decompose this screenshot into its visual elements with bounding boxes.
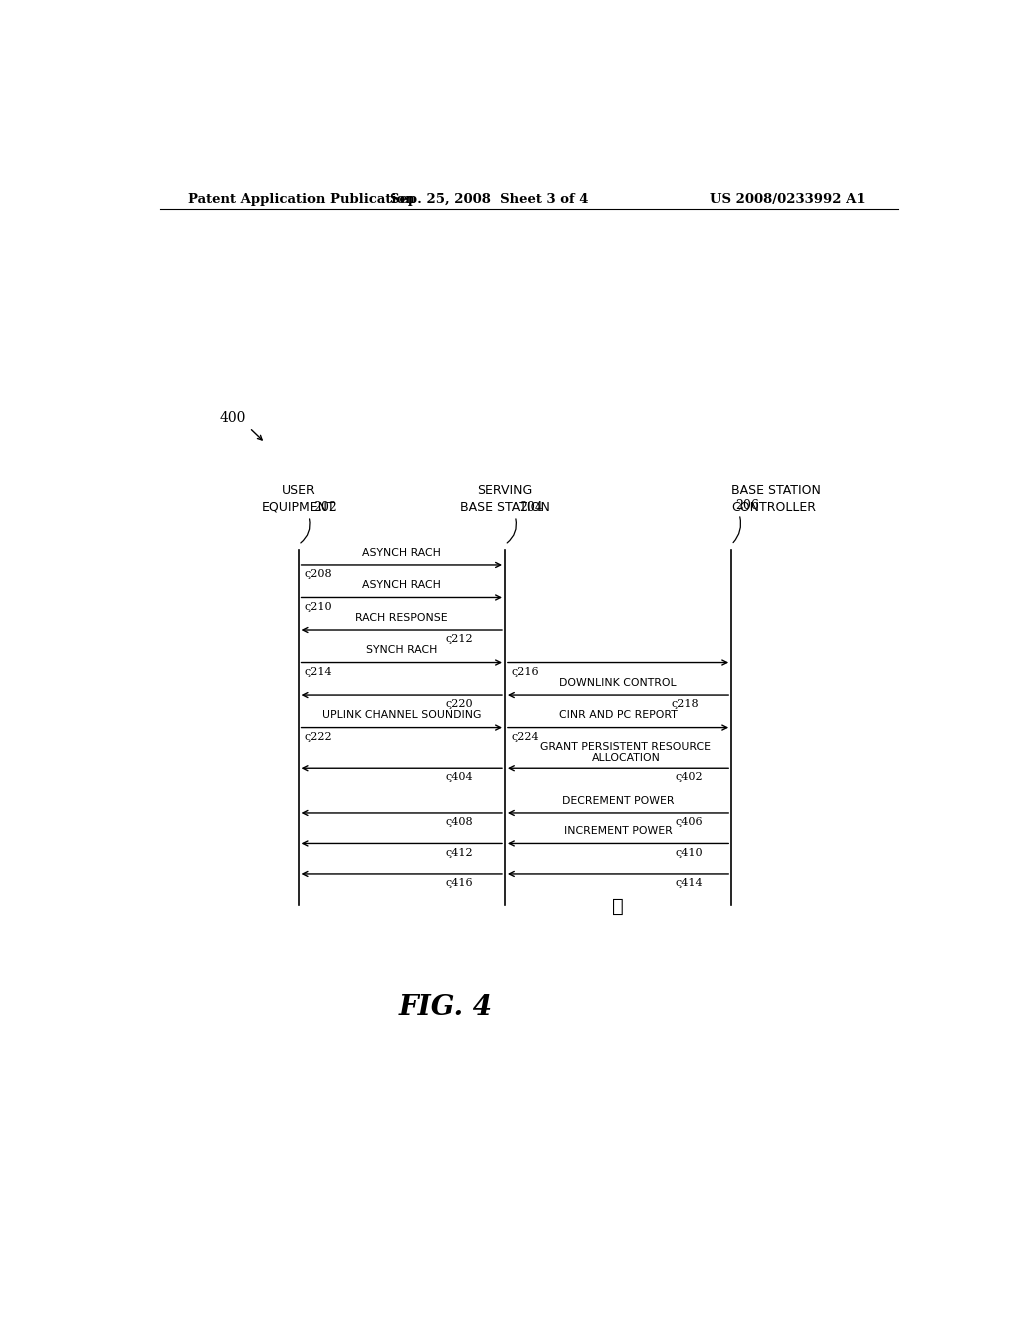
Text: ς224: ς224: [511, 731, 539, 742]
Text: SYNCH RACH: SYNCH RACH: [367, 645, 437, 656]
Text: ς210: ς210: [305, 602, 333, 611]
Text: US 2008/0233992 A1: US 2008/0233992 A1: [711, 193, 866, 206]
Text: ς410: ς410: [676, 847, 703, 858]
Text: ς406: ς406: [676, 817, 703, 828]
Text: DOWNLINK CONTROL: DOWNLINK CONTROL: [559, 678, 677, 688]
Text: Patent Application Publication: Patent Application Publication: [187, 193, 415, 206]
Text: Sep. 25, 2008  Sheet 3 of 4: Sep. 25, 2008 Sheet 3 of 4: [390, 193, 589, 206]
Text: RACH RESPONSE: RACH RESPONSE: [355, 612, 449, 623]
Text: ς216: ς216: [511, 667, 539, 677]
Text: CINR AND PC REPORT: CINR AND PC REPORT: [559, 710, 678, 721]
Text: 206: 206: [735, 499, 759, 512]
Text: USER
EQUIPMENT: USER EQUIPMENT: [262, 483, 336, 513]
Text: GRANT PERSISTENT RESOURCE
ALLOCATION: GRANT PERSISTENT RESOURCE ALLOCATION: [541, 742, 712, 763]
Text: ς214: ς214: [305, 667, 333, 677]
Text: ς208: ς208: [305, 569, 333, 579]
Text: ς218: ς218: [672, 700, 699, 709]
Text: ς412: ς412: [445, 847, 473, 858]
Text: ASYNCH RACH: ASYNCH RACH: [362, 581, 441, 590]
Text: ς414: ς414: [676, 878, 703, 888]
Text: ς404: ς404: [445, 772, 473, 783]
Text: ς402: ς402: [676, 772, 703, 783]
Text: 204: 204: [519, 502, 543, 515]
Text: ς220: ς220: [445, 700, 473, 709]
Text: FIG. 4: FIG. 4: [398, 994, 493, 1020]
Text: ⋮: ⋮: [612, 899, 624, 916]
Text: ς212: ς212: [445, 634, 473, 644]
Text: UPLINK CHANNEL SOUNDING: UPLINK CHANNEL SOUNDING: [323, 710, 481, 721]
Text: INCREMENT POWER: INCREMENT POWER: [563, 826, 673, 837]
Text: SERVING
BASE STATION: SERVING BASE STATION: [460, 483, 550, 513]
Text: ς416: ς416: [445, 878, 473, 888]
Text: ς222: ς222: [305, 731, 333, 742]
Text: 400: 400: [219, 411, 246, 425]
Text: DECREMENT POWER: DECREMENT POWER: [562, 796, 674, 805]
Text: BASE STATION
CONTROLLER: BASE STATION CONTROLLER: [731, 483, 821, 513]
Text: ς408: ς408: [445, 817, 473, 828]
Text: 202: 202: [313, 502, 337, 515]
Text: ASYNCH RACH: ASYNCH RACH: [362, 548, 441, 558]
